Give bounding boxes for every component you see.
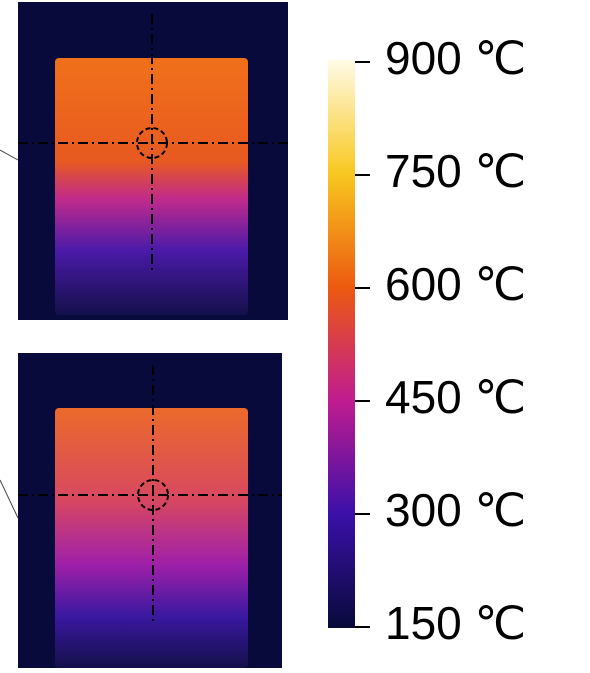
thermal-image-bottom <box>18 353 282 668</box>
tick-label: 900 ℃ <box>385 32 526 84</box>
tick-label: 750 ℃ <box>385 145 526 197</box>
tick-label: 600 ℃ <box>385 258 526 310</box>
tick-label: 300 ℃ <box>385 484 526 536</box>
colorbar-ticks: 900 ℃ 750 ℃ 600 ℃ 450 ℃ 300 ℃ 150 ℃ <box>355 32 526 649</box>
tick-label: 150 ℃ <box>385 597 526 649</box>
leader-line <box>0 480 18 518</box>
page: 900 ℃750 ℃600 ℃450 ℃300 ℃150 ℃ (() => { … <box>0 0 590 668</box>
thermal-image-top <box>18 2 288 320</box>
leader-line <box>0 150 18 160</box>
colorbar <box>328 60 355 628</box>
tick-label: 450 ℃ <box>385 371 526 423</box>
figure: 900 ℃ 750 ℃ 600 ℃ 450 ℃ 300 ℃ 150 ℃ <box>0 0 590 668</box>
